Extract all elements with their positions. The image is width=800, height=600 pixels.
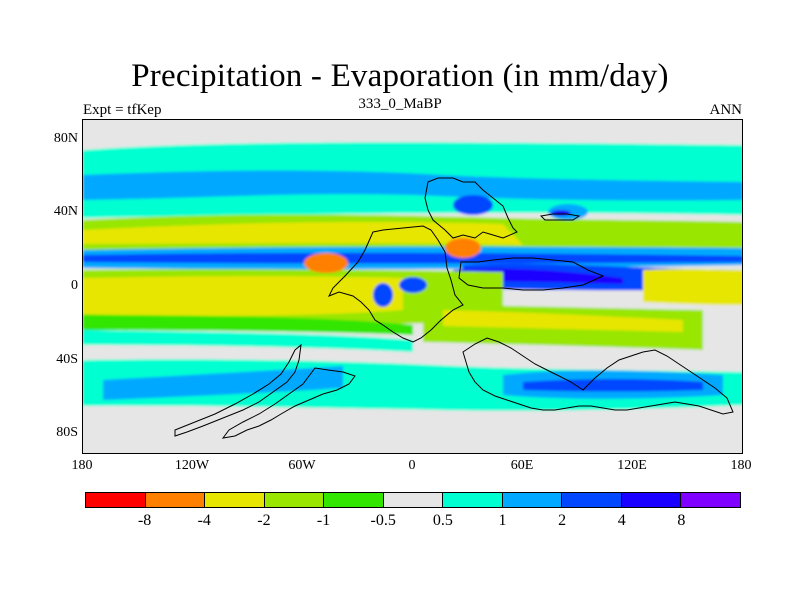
x-tick-120e: 120E	[617, 458, 647, 473]
colorbar-swatch	[86, 493, 146, 507]
colorbar-swatch	[324, 493, 384, 507]
y-tick-40n: 40N	[53, 204, 78, 219]
precip-evap-map	[82, 119, 743, 454]
colorbar-swatch	[383, 493, 444, 507]
colorbar-label: -4	[197, 512, 211, 529]
colorbar-swatch	[502, 493, 563, 507]
colorbar-label: 2	[558, 512, 567, 529]
colorbar-swatch	[562, 493, 622, 507]
colorbar-label: 1	[498, 512, 507, 529]
colorbar-label: -1	[316, 512, 331, 529]
colorbar-swatch	[145, 493, 206, 507]
y-tick-80s: 80S	[56, 425, 78, 440]
y-tick-80n: 80N	[53, 131, 78, 146]
y-tick-equator: 0	[71, 278, 78, 293]
x-tick-0: 0	[408, 458, 416, 473]
x-tick-180-right: 180	[730, 458, 752, 473]
plot-title: Precipitation - Evaporation (in mm/day)	[131, 58, 669, 94]
x-tick-60w: 60W	[288, 458, 316, 473]
colorbar-label: 4	[617, 512, 626, 529]
y-tick-40s: 40S	[56, 352, 78, 367]
plot-subtitle: 333_0_MaBP	[358, 96, 442, 112]
colorbar-swatch	[205, 493, 265, 507]
colorbar-label: -0.5	[370, 512, 396, 529]
season-label: ANN	[709, 102, 743, 118]
experiment-label: Expt = tfKep	[83, 102, 162, 118]
colorbar-label: -2	[257, 512, 271, 529]
x-tick-120w: 120W	[174, 458, 210, 473]
colorbar	[85, 492, 741, 508]
x-tick-180-left: 180	[71, 458, 93, 473]
colorbar-swatch	[264, 493, 325, 507]
colorbar-label: 8	[677, 512, 686, 529]
colorbar-swatch	[681, 493, 741, 507]
colorbar-label: -8	[137, 512, 152, 529]
colorbar-swatch	[621, 493, 682, 507]
x-tick-60e: 60E	[510, 458, 534, 473]
colorbar-label: 0.5	[432, 512, 453, 529]
colorbar-swatch	[443, 493, 503, 507]
